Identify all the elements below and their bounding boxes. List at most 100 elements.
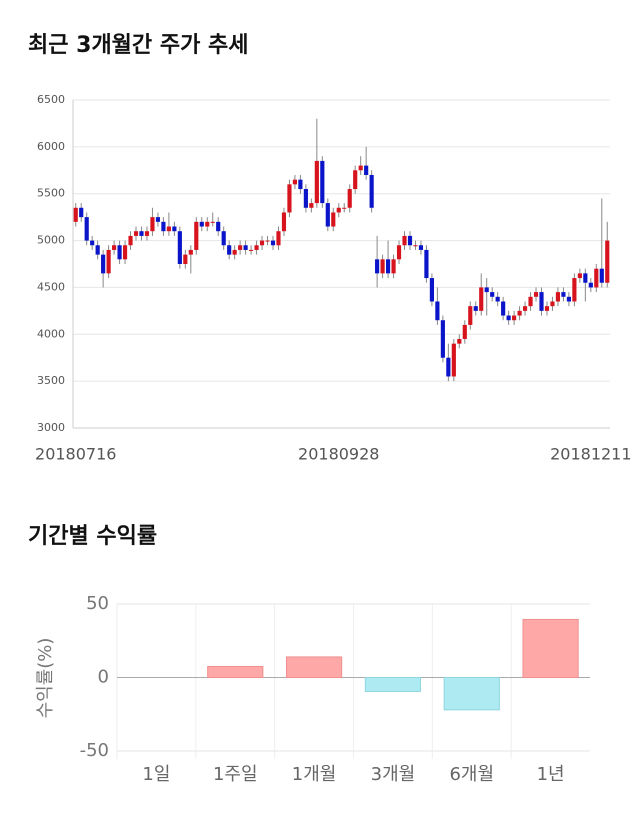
candle-body (172, 226, 177, 232)
candle-body (287, 184, 292, 213)
candle-body (429, 278, 434, 302)
candle-body (336, 207, 341, 213)
candle-body (506, 315, 511, 321)
candle-body (254, 245, 259, 250)
candle-body (539, 292, 544, 311)
candle-body (265, 240, 270, 242)
candle-body (101, 254, 106, 274)
candle-body (440, 320, 445, 358)
bar (443, 677, 500, 711)
candle-body (227, 245, 232, 255)
candle-body (512, 315, 517, 321)
candle-body (561, 292, 566, 297)
candle-body (418, 245, 424, 250)
candle-body (325, 203, 330, 227)
candle-body (155, 217, 161, 222)
candle-body (407, 235, 413, 246)
candle-body (391, 259, 396, 274)
candle-body (385, 259, 391, 274)
chart-title: 최근 3개월간 주가 추세 (28, 33, 248, 58)
candle-body (128, 235, 133, 246)
candle-body (533, 292, 539, 297)
candle-body (243, 245, 248, 250)
candle-body (577, 273, 582, 279)
candle-body (479, 287, 484, 311)
x-tick-label: 20180928 (298, 445, 379, 464)
y-tick-label: 5500 (37, 187, 65, 200)
x-tick-label: 6개월 (449, 764, 494, 785)
candle-body (462, 324, 467, 339)
candle-body (249, 249, 254, 251)
y-tick-label: 6000 (37, 140, 65, 153)
y-tick-label: 4500 (37, 280, 65, 293)
y-tick-label: 3500 (37, 374, 65, 387)
candle-body (484, 287, 489, 293)
candle-body (380, 259, 385, 274)
candle-body (320, 160, 325, 204)
candle-body (342, 207, 347, 209)
candle-body (605, 240, 610, 283)
y-tick-label: -50 (80, 740, 109, 761)
candle-body (402, 235, 407, 246)
x-tick-label: 1년 (537, 764, 565, 785)
x-tick-label: 20180716 (35, 445, 116, 464)
y-tick-label: 5000 (37, 234, 65, 247)
candle-body (358, 165, 363, 171)
candle-body (194, 221, 199, 250)
candle-body (364, 165, 369, 175)
candle-body (133, 231, 139, 236)
candle-body (84, 217, 89, 241)
candle-body (122, 245, 128, 260)
candle-body (544, 306, 550, 311)
candle-body (369, 174, 374, 208)
candle-body (550, 301, 555, 307)
candle-body (161, 221, 166, 232)
candle-body (292, 179, 298, 185)
candle-body (95, 245, 100, 255)
candle-body (73, 207, 78, 222)
candle-body (259, 240, 265, 246)
candle-body (375, 259, 380, 274)
x-tick-label: 1일 (142, 764, 170, 785)
bar (522, 618, 579, 678)
candle-body (166, 226, 171, 232)
candle-body (331, 212, 336, 227)
candle-body (555, 292, 561, 302)
x-tick-label: 3개월 (371, 764, 416, 785)
candle-body (183, 254, 188, 264)
candle-body (501, 301, 506, 316)
candle-body (117, 245, 122, 260)
candle-body (139, 231, 144, 236)
candle-body (150, 217, 155, 232)
candle-body (309, 203, 314, 208)
candle-body (588, 282, 593, 288)
candle-body (199, 221, 204, 227)
candle-body (446, 357, 451, 377)
candle-body (599, 268, 604, 283)
candle-body (79, 207, 84, 218)
x-tick-label: 20181211 (550, 445, 631, 464)
y-tick-label: 6500 (37, 93, 65, 106)
candle-body (424, 249, 429, 279)
candle-body (238, 245, 243, 250)
candle-body (451, 343, 456, 377)
candle-body (188, 249, 193, 255)
candle-body (522, 306, 528, 311)
candle-body (594, 268, 599, 288)
candle-body (90, 240, 95, 246)
candle-body (528, 296, 533, 307)
x-tick-label: 1주일 (213, 764, 258, 785)
candle-body (303, 189, 308, 208)
bar (207, 665, 264, 678)
candle-body (572, 278, 577, 302)
candle-body (205, 221, 210, 227)
candle-body (566, 296, 571, 302)
candle-body (298, 179, 303, 190)
y-tick-label: 4000 (37, 327, 65, 340)
x-tick-label: 1개월 (292, 764, 337, 785)
candle-body (468, 306, 473, 325)
candle-body (347, 189, 352, 208)
candle-body (177, 231, 182, 264)
candle-body (276, 231, 281, 246)
